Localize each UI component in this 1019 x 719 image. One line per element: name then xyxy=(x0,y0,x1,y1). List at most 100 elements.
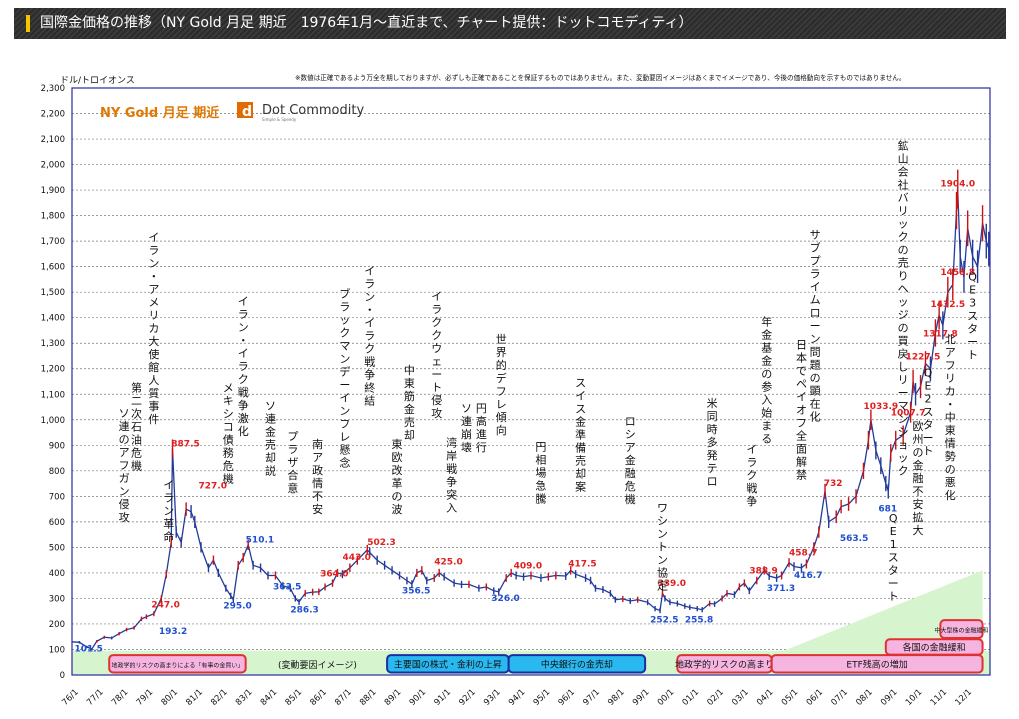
x-tick-label: 01/1 xyxy=(681,687,702,708)
page-title: 国際金価格の推移（NY Gold 月足 期近 1976年1月〜直近まで、チャート… xyxy=(40,15,693,31)
event-label: Q E 3 スタート xyxy=(967,271,978,362)
x-tick-label: 11/1 xyxy=(929,687,950,708)
event-label: 日本でペイオフ全面解禁 xyxy=(796,338,807,481)
band-box xyxy=(507,654,647,674)
x-tick-label: 06/1 xyxy=(805,687,826,708)
x-tick-label: 10/1 xyxy=(904,687,925,708)
event-label: 年金基金の参入始まる xyxy=(761,314,772,445)
event-label: 鉱山会社バリックの売りヘッジの買戻しリーマンショック xyxy=(898,138,909,477)
value-label: 417.5 xyxy=(568,560,596,570)
x-tick-label: 97/1 xyxy=(581,687,602,708)
x-tick-label: 00/1 xyxy=(656,687,677,708)
value-label: 286.3 xyxy=(290,605,318,615)
event-label: 欧州の金融不安拡大 xyxy=(913,420,924,537)
value-label: 732 xyxy=(824,479,843,489)
x-tick-label: 84/1 xyxy=(259,687,280,708)
y-tick-label: 1,000 xyxy=(41,416,65,426)
value-label: 1904.0 xyxy=(940,179,975,189)
y-unit-label: ドル/トロイオンス xyxy=(60,75,135,86)
band-label: ETF残高の増加 xyxy=(846,658,907,670)
event-label: Q E 2 スタート xyxy=(922,366,933,457)
x-tick-label: 90/1 xyxy=(408,687,429,708)
x-tick-label: 87/1 xyxy=(333,687,354,708)
x-tick-label: 04/1 xyxy=(755,687,776,708)
event-label: 湾岸戦争突入 xyxy=(446,436,457,515)
logo: NY Gold 月足 期近 d Dot Commodity Simple & S… xyxy=(100,102,364,122)
x-tick-label: 80/1 xyxy=(160,687,181,708)
value-label: 443.0 xyxy=(342,553,370,563)
y-tick-label: 600 xyxy=(49,518,65,528)
event-label: イラン・イラク戦争激化 xyxy=(238,295,249,438)
value-label: 1458.8 xyxy=(940,268,975,278)
value-label: 1007.7 xyxy=(891,409,926,419)
x-tick-label: 99/1 xyxy=(631,687,652,708)
value-label: 563.5 xyxy=(840,534,868,544)
x-tick-label: 07/1 xyxy=(829,687,850,708)
band-box xyxy=(939,619,984,639)
y-tick-label: 1,600 xyxy=(41,263,65,273)
y-tick-label: 2,100 xyxy=(41,135,65,145)
value-label: 681 xyxy=(878,505,897,515)
value-label: 356.5 xyxy=(402,586,430,596)
value-label: 252.5 xyxy=(650,616,678,626)
event-label: Q E 1 スタート xyxy=(888,512,899,603)
x-tick-label: 81/1 xyxy=(184,687,205,708)
logo-brand: Dot Commodity xyxy=(262,103,364,118)
disclaimer: ※数値は正確であるよう万全を期しておりますが、必ずしも正確であることを保証するも… xyxy=(295,73,906,82)
plot-frame xyxy=(71,87,991,676)
y-tick-label: 900 xyxy=(49,441,65,451)
x-tick-label: 05/1 xyxy=(780,687,801,708)
y-tick-label: 0 xyxy=(60,671,65,681)
y-tick-label: 1,400 xyxy=(41,314,65,324)
event-label: 世界的デフレ傾向 xyxy=(496,333,507,437)
y-tick-label: 300 xyxy=(49,594,65,604)
value-labels: 101.5 247.0 193.2 887.5 727.0 295.0 510.1 363.5… xyxy=(74,179,975,654)
x-tick-label: 88/1 xyxy=(358,687,379,708)
gold-price-chart: 101.5 247.0 193.2 887.5 727.0 295.0 510.1 363.5… xyxy=(41,73,991,708)
x-tick-label: 89/1 xyxy=(383,687,404,708)
value-label: 425.0 xyxy=(434,558,462,568)
event-label: 米同時多発テロ xyxy=(707,397,718,488)
value-label: 101.5 xyxy=(74,645,102,655)
logo-mark xyxy=(237,102,253,118)
y-tick-label: 800 xyxy=(49,467,65,477)
band-label: 各国の金融緩和 xyxy=(903,641,966,653)
y-tick-label: 2,300 xyxy=(41,84,65,94)
x-tick-label: 78/1 xyxy=(110,687,131,708)
event-label: 北アフリカ・中東情勢の悪化 xyxy=(945,333,956,502)
x-tick-label: 03/1 xyxy=(730,687,751,708)
x-tick-label: 86/1 xyxy=(308,687,329,708)
event-label: 東欧改革の波 xyxy=(392,438,403,516)
band-label: 主要国の株式・金利の上昇 xyxy=(394,658,502,670)
x-tick-label: 09/1 xyxy=(879,687,900,708)
x-tick-label: 91/1 xyxy=(432,687,453,708)
y-tick-label: 100 xyxy=(49,645,65,655)
band-label: 中大型株の金融緩和 xyxy=(934,627,988,635)
band-box xyxy=(884,638,984,656)
event-label: メキシコ債務危機 xyxy=(223,382,234,486)
value-label: 363.5 xyxy=(273,583,301,593)
value-label: 247.0 xyxy=(151,600,179,610)
value-label: 416.7 xyxy=(794,571,822,581)
event-label: 第二次石油危機 xyxy=(131,381,142,473)
band-label-left: (変動要因イメージ) xyxy=(278,659,357,671)
chart-grid xyxy=(72,87,990,650)
event-label: ロシア金融危機 xyxy=(625,415,636,506)
event-label: サブプライムローン問題の顕在化 xyxy=(810,229,821,424)
event-label: イラク戦争 xyxy=(746,443,757,508)
event-label: ワシントン協定 xyxy=(657,502,668,593)
value-label: 193.2 xyxy=(159,627,187,637)
x-tick-label: 92/1 xyxy=(457,687,478,708)
x-tick-label: 77/1 xyxy=(85,687,106,708)
y-tick-label: 400 xyxy=(49,569,65,579)
value-label: 364.0 xyxy=(320,570,348,580)
y-tick-label: 1,100 xyxy=(41,390,65,400)
value-label: 326.0 xyxy=(491,594,519,604)
price-series xyxy=(71,169,990,651)
value-label: 1033.9 xyxy=(863,402,898,412)
x-tick-label: 85/1 xyxy=(284,687,305,708)
band-label: 中央銀行の金売却 xyxy=(541,658,613,670)
cause-bands: 地政学的リスクの高まりによる「有事の金買い」 主要国の株式・金利の上昇 中央銀行の金… xyxy=(108,619,988,674)
band-box xyxy=(770,654,984,674)
value-label: 1432.5 xyxy=(930,300,965,310)
